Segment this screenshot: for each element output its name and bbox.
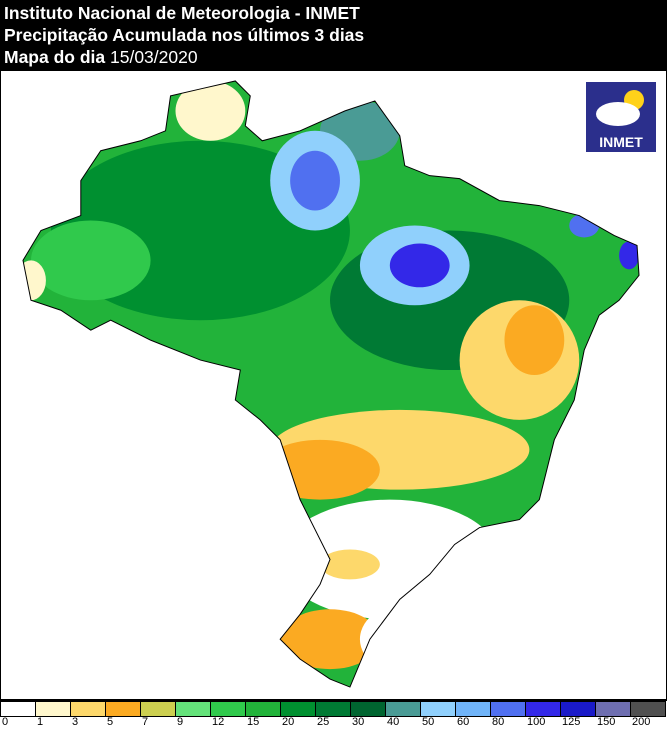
title: Instituto Nacional de Meteorologia - INM… bbox=[4, 3, 360, 23]
cloud-sun-rain-icon bbox=[596, 90, 644, 126]
legend-swatch bbox=[245, 701, 281, 717]
brazil-precipitation-map bbox=[0, 70, 667, 700]
logo-text: INMET bbox=[599, 134, 643, 150]
legend-label: 3 bbox=[72, 716, 79, 728]
legend-swatch bbox=[525, 701, 561, 717]
legend-swatch bbox=[280, 701, 316, 717]
legend-label: 50 bbox=[422, 716, 435, 728]
color-legend: 0 1 3 5 7 9 12 15 20 25 30 40 50 60 80 100 125 150 200 bbox=[0, 700, 667, 730]
legend-label: 5 bbox=[107, 716, 114, 728]
legend-label: 40 bbox=[387, 716, 400, 728]
legend-label: 125 bbox=[562, 716, 581, 728]
legend-label: 150 bbox=[597, 716, 616, 728]
legend-label: 9 bbox=[177, 716, 184, 728]
inmet-logo: INMET bbox=[586, 82, 656, 152]
legend-swatch bbox=[350, 701, 386, 717]
legend-label: 60 bbox=[457, 716, 470, 728]
legend-swatch bbox=[35, 701, 71, 717]
legend-label: 0 bbox=[2, 716, 9, 728]
legend-swatch bbox=[175, 701, 211, 717]
legend-swatch bbox=[0, 701, 36, 717]
date-prefix: Mapa do dia bbox=[4, 47, 106, 67]
legend-label: 7 bbox=[142, 716, 149, 728]
legend-swatch bbox=[420, 701, 456, 717]
legend-label: 1 bbox=[37, 716, 44, 728]
legend-swatch bbox=[210, 701, 246, 717]
legend-label: 200 bbox=[632, 716, 651, 728]
legend-label: 100 bbox=[527, 716, 546, 728]
legend-swatch bbox=[595, 701, 631, 717]
legend-swatch bbox=[70, 701, 106, 717]
legend-label: 12 bbox=[212, 716, 225, 728]
legend-label: 80 bbox=[492, 716, 505, 728]
legend-swatch bbox=[455, 701, 491, 717]
legend-swatch bbox=[315, 701, 351, 717]
subtitle: Precipitação Acumulada nos últimos 3 dia… bbox=[4, 25, 365, 45]
legend-swatch bbox=[490, 701, 526, 717]
legend-swatch bbox=[140, 701, 176, 717]
legend-swatch bbox=[630, 701, 666, 717]
legend-label: 25 bbox=[317, 716, 330, 728]
legend-swatch bbox=[385, 701, 421, 717]
legend-swatch bbox=[105, 701, 141, 717]
legend-label: 30 bbox=[352, 716, 365, 728]
legend-label: 20 bbox=[282, 716, 295, 728]
header: Instituto Nacional de Meteorologia - INM… bbox=[0, 0, 667, 70]
legend-swatch bbox=[560, 701, 596, 717]
legend-label: 15 bbox=[247, 716, 260, 728]
map-date: 15/03/2020 bbox=[110, 47, 198, 67]
map-date-line: Mapa do dia 15/03/2020 bbox=[4, 47, 198, 68]
